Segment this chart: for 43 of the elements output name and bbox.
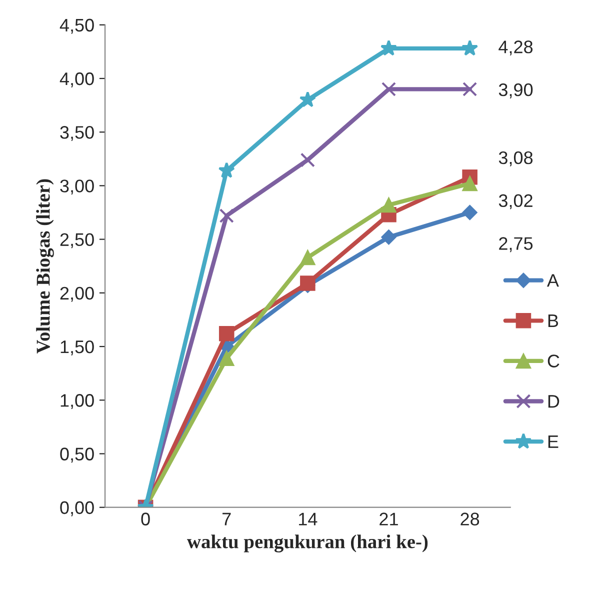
- point: [218, 350, 234, 366]
- point: [380, 40, 398, 56]
- point: [462, 204, 478, 220]
- data-label: 4,28: [498, 40, 533, 56]
- y-tick-label: 4,50: [60, 18, 94, 34]
- legend-label: A: [546, 274, 559, 287]
- y-tick-label: 1,50: [60, 340, 94, 356]
- y-axis-title: Volume Biogas (liter): [36, 179, 54, 354]
- y-tick-label: 1,00: [60, 394, 94, 409]
- data-label: 2,75: [499, 237, 533, 252]
- point: [300, 250, 316, 266]
- legend-label: C: [548, 354, 560, 368]
- y-tick-label: 0,50: [60, 448, 94, 463]
- legend-label: B: [548, 314, 558, 327]
- x-tick-label: 21: [380, 512, 398, 526]
- y-tick-label: 2,50: [60, 233, 94, 248]
- point: [381, 82, 396, 96]
- y-tick-label: 4,00: [60, 72, 94, 88]
- point: [299, 91, 316, 108]
- y-tick-label: 2,00: [60, 286, 94, 302]
- x-axis-title: waktu pengukuran (hari ke-): [187, 534, 428, 552]
- x-tick-label: 14: [299, 512, 318, 526]
- y-tick-label: 3,50: [60, 126, 94, 141]
- data-label: 3,90: [498, 83, 533, 98]
- y-tick-label: 0,00: [60, 501, 94, 516]
- point: [300, 276, 316, 291]
- x-tick-label: 0: [141, 512, 150, 526]
- point: [219, 208, 234, 224]
- point: [218, 162, 235, 178]
- legend-label: E: [548, 435, 558, 448]
- point: [300, 152, 315, 168]
- point: [381, 230, 396, 245]
- legend-label: D: [548, 395, 560, 408]
- point: [381, 197, 396, 213]
- y-tick-label: 3,00: [60, 180, 94, 195]
- point: [462, 82, 478, 96]
- point: [462, 176, 478, 192]
- x-tick-label: 28: [460, 512, 480, 526]
- point: [218, 326, 234, 342]
- x-tick-label: 7: [222, 512, 231, 526]
- data-label: 3,08: [498, 151, 533, 166]
- data-label: 3,02: [498, 194, 532, 210]
- point: [462, 40, 478, 56]
